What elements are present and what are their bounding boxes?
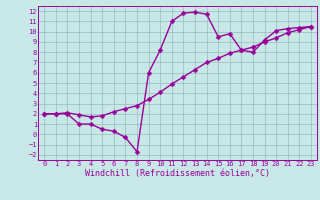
X-axis label: Windchill (Refroidissement éolien,°C): Windchill (Refroidissement éolien,°C) (85, 169, 270, 178)
